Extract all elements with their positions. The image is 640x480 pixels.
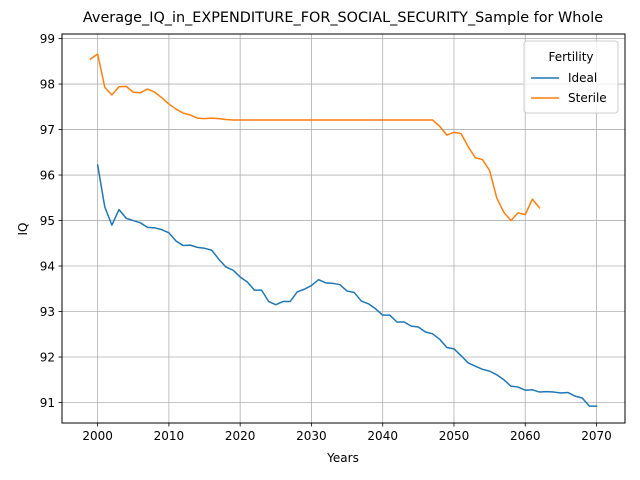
x-tick-label: 2040 [367, 429, 398, 443]
y-tick-label: 93 [40, 305, 55, 319]
x-tick-label: 2050 [439, 429, 470, 443]
x-tick-label: 2070 [581, 429, 612, 443]
chart-title: Average_IQ_in_EXPENDITURE_FOR_SOCIAL_SEC… [83, 10, 603, 26]
series-line-sterile [89, 53, 541, 222]
legend-label-sterile: Sterile [568, 91, 607, 105]
legend: Fertility Ideal Sterile [523, 40, 619, 114]
x-tick-label: 2030 [296, 429, 327, 443]
y-axis-label: IQ [16, 223, 30, 236]
x-tick-label: 2020 [225, 429, 256, 443]
y-axis: 91 92 93 94 95 96 97 98 99 [40, 32, 62, 410]
x-axis: 2000 2010 2020 2030 2040 2050 2060 2070 [82, 423, 612, 443]
x-axis-label: Years [326, 451, 359, 465]
legend-box [523, 40, 619, 114]
y-tick-label: 96 [40, 168, 55, 182]
legend-title: Fertility [548, 50, 593, 64]
y-tick-label: 92 [40, 350, 55, 364]
y-tick-label: 97 [40, 123, 55, 137]
legend-label-ideal: Ideal [568, 71, 597, 85]
y-tick-label: 95 [40, 214, 55, 228]
y-tick-label: 91 [40, 396, 55, 410]
y-tick-label: 94 [40, 259, 55, 273]
series-line-ideal [96, 164, 598, 407]
plot-frame [61, 33, 626, 424]
x-tick-label: 2010 [154, 429, 185, 443]
x-tick-label: 2060 [510, 429, 541, 443]
y-tick-label: 99 [40, 32, 55, 46]
x-tick-label: 2000 [82, 429, 113, 443]
y-tick-label: 98 [40, 77, 55, 91]
series-layer [89, 53, 598, 407]
